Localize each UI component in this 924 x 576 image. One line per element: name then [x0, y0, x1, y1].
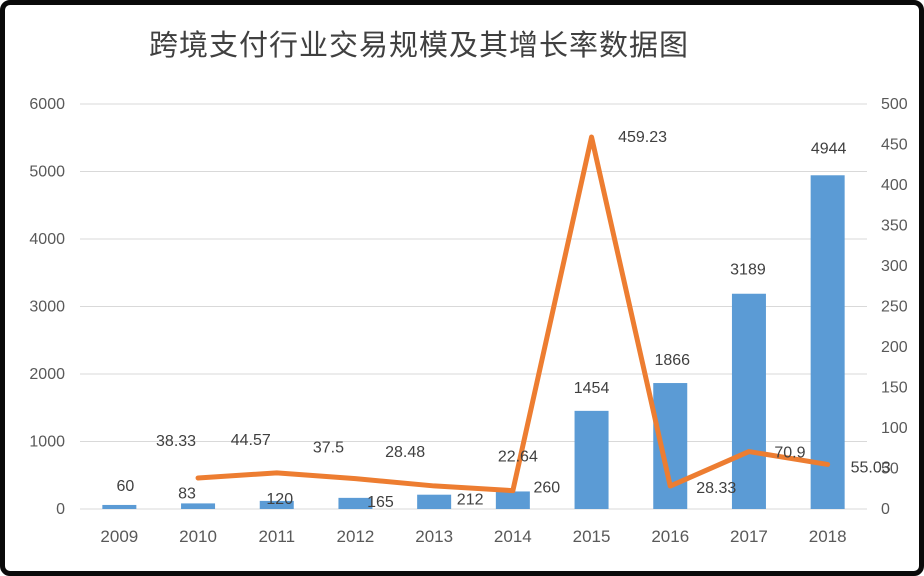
line-value-label: 459.23	[618, 129, 667, 146]
bar-2017	[731, 293, 766, 509]
bar-value-label: 3189	[730, 262, 766, 279]
right-axis-tick: 100	[881, 420, 908, 437]
line-value-label: 44.57	[231, 432, 271, 449]
right-axis-tick: 0	[881, 501, 890, 518]
line-value-label: 55.03	[851, 459, 891, 476]
bar-value-label: 83	[178, 485, 196, 502]
x-axis-label: 2017	[730, 527, 768, 546]
left-axis-tick: 0	[56, 501, 65, 518]
bar-2009	[102, 504, 137, 509]
line-value-label: 28.48	[385, 444, 425, 461]
left-axis-tick: 2000	[29, 366, 65, 383]
line-value-label: 22.64	[498, 449, 538, 466]
bar-value-label: 212	[457, 492, 484, 509]
right-axis-tick: 500	[881, 96, 908, 113]
bar-value-label: 1866	[654, 352, 690, 369]
bar-2014	[495, 491, 530, 509]
growth-rate-line	[195, 134, 831, 494]
line-value-label: 70.9	[774, 445, 805, 462]
bar-2018	[810, 175, 845, 509]
chart-title: 跨境支付行业交易规模及其增长率数据图	[149, 30, 690, 62]
bar-2011	[259, 500, 294, 509]
x-axis-label: 2014	[494, 527, 532, 546]
x-axis-label: 2011	[258, 527, 295, 546]
right-axis-tick: 250	[881, 299, 908, 316]
left-axis-tick: 5000	[29, 164, 65, 181]
x-axis-label: 2010	[179, 527, 217, 546]
bar-value-label: 260	[533, 479, 560, 496]
x-axis-label: 2016	[651, 527, 689, 546]
bar-value-label: 60	[116, 478, 134, 495]
right-axis-tick: 450	[881, 137, 908, 154]
left-axis-tick: 6000	[29, 96, 65, 113]
right-axis-tick: 400	[881, 177, 908, 194]
bar-value-label: 4944	[811, 140, 847, 157]
bar-2010	[181, 503, 216, 509]
bar-2012	[338, 497, 373, 509]
right-axis-tick: 350	[881, 218, 908, 235]
line-value-label: 38.33	[156, 433, 196, 450]
x-axis-label: 2009	[100, 527, 138, 546]
left-axis-tick: 4000	[29, 231, 65, 248]
line-value-label: 28.33	[696, 480, 736, 497]
x-axis-label: 2013	[415, 527, 453, 546]
right-axis-tick: 200	[881, 339, 908, 356]
x-axis-label: 2015	[573, 527, 611, 546]
right-axis-tick: 150	[881, 380, 908, 397]
x-axis-label: 2018	[809, 527, 847, 546]
right-axis-tick: 50	[881, 461, 899, 478]
bar-value-label: 165	[367, 494, 394, 511]
chart-canvas: 0 1000 2000 3000 4000 5000 6000 0 50 100 150 200 250…	[29, 96, 908, 546]
line-value-label: 37.5	[313, 440, 344, 457]
bar-value-label: 1454	[574, 380, 610, 397]
x-axis-label: 2012	[337, 527, 375, 546]
right-axis-tick: 300	[881, 258, 908, 275]
left-axis-tick: 3000	[29, 299, 65, 316]
bar-2015	[574, 410, 609, 509]
bar-2016	[653, 383, 688, 509]
bar-2013	[417, 494, 452, 509]
bar-value-label: 120	[266, 491, 293, 508]
left-axis-tick: 1000	[29, 434, 65, 451]
